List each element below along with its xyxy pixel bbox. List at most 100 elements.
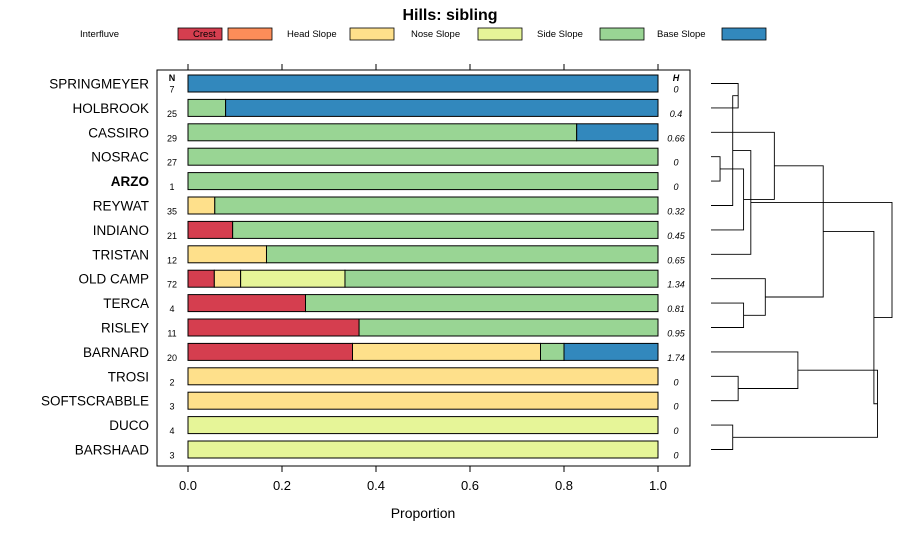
bar-segment-barshaad-nose-slope [187,440,659,459]
dendrogram-link [750,201,893,319]
bar-segment-reywat-head-slope [187,196,216,215]
h-value-cassiro: 0.66 [667,133,685,143]
x-axis: 0.0 0.2 0.4 0.6 0.8 1.0 [179,64,667,493]
n-value-arzo: 1 [169,182,174,192]
legend-swatch-base-slope [721,27,767,41]
bar-segment-trosi-head-slope [187,367,659,386]
h-value-terca: 0.81 [667,304,685,314]
bar-segment-terca-interfluve [187,294,306,313]
h-value-softscrabble: 0 [673,402,678,412]
bar-segment-arzo-side-slope [187,172,659,191]
n-value-springmeyer: 7 [169,85,174,95]
legend-label-base-slope: Base Slope [657,29,706,40]
row-label-springmeyer: SPRINGMEYER [49,77,149,92]
x-tick-label: 1.0 [649,478,667,493]
row-label-nosrac: NOSRAC [91,150,149,165]
n-value-barshaad: 3 [169,451,174,461]
bar-segment-old-camp-interfluve [187,269,215,288]
n-value-holbrook: 25 [167,109,177,119]
legend-label-head-slope: Head Slope [287,29,337,40]
n-value-barnard: 20 [167,353,177,363]
row-label-old-camp: OLD CAMP [78,272,149,287]
h-value-duco: 0 [673,426,678,436]
n-value-old-camp: 72 [167,280,177,290]
row-label-terca: TERCA [103,296,149,311]
bar-segment-tristan-head-slope [187,245,267,264]
row-label-holbrook: HOLBROOK [72,101,149,116]
dendrogram-link [711,302,745,328]
bar-segment-barnard-interfluve [187,342,353,361]
dendrogram-link [711,131,775,200]
bar-segment-barnard-head-slope [352,342,541,361]
plot-frame [156,69,691,467]
bar-segment-softscrabble-head-slope [187,391,659,410]
row-label-risley: RISLEY [101,321,149,336]
legend-swatch-crest [227,27,273,41]
bar-segment-cassiro-side-slope [187,123,578,142]
row-label-tristan: TRISTAN [92,247,149,262]
n-column-header: N [169,73,176,83]
n-value-terca: 4 [169,304,174,314]
n-value-tristan: 12 [167,255,177,265]
bar-segment-risley-side-slope [358,318,659,337]
dendrogram-link [711,375,739,402]
dendrogram [711,83,893,450]
row-label-trosi: TROSI [108,369,149,384]
x-tick-label: 0.0 [179,478,197,493]
legend: Interfluve Crest Head Slope Nose Slope Side … [80,27,767,41]
row-label-barnard: BARNARD [83,345,149,360]
dendrogram-link [823,230,878,405]
h-value-nosrac: 0 [673,158,678,168]
dendrogram-link [711,168,745,231]
legend-label-nose-slope: Nose Slope [411,29,460,40]
bar-segment-indiano-interfluve [187,220,234,239]
bar-segment-springmeyer-base-slope [187,74,659,93]
h-value-old-camp: 1.34 [667,280,685,290]
bar-segment-old-camp-head-slope [213,269,242,288]
n-value-duco: 4 [169,426,174,436]
bar-segment-reywat-side-slope [214,196,659,215]
dendrogram-link [711,156,721,182]
bar-segment-old-camp-side-slope [344,269,659,288]
bars [187,74,659,459]
h-value-holbrook: 0.4 [670,109,683,119]
h-value-trosi: 0 [673,377,678,387]
x-axis-label: Proportion [391,505,456,521]
x-tick-label: 0.4 [367,478,385,493]
h-value-barshaad: 0 [673,451,678,461]
row-label-arzo: ARZO [111,174,149,189]
dendrogram-link [732,369,878,438]
bar-segment-risley-interfluve [187,318,360,337]
row-label-reywat: REYWAT [93,199,149,214]
x-tick-label: 0.8 [555,478,573,493]
bar-segment-cassiro-base-slope [576,123,659,142]
bar-segment-old-camp-nose-slope [240,269,346,288]
bar-segment-tristan-side-slope [265,245,659,264]
x-tick-label: 0.2 [273,478,291,493]
bar-segment-holbrook-base-slope [225,98,659,117]
row-label-barshaad: BARSHAAD [75,443,150,458]
h-value-arzo: 0 [673,182,678,192]
n-value-cassiro: 29 [167,133,177,143]
h-value-tristan: 0.65 [667,255,686,265]
bar-segment-holbrook-side-slope [187,98,227,117]
legend-swatch-interfluve [177,27,223,41]
h-value-reywat: 0.32 [667,207,685,217]
bar-segment-nosrac-side-slope [187,147,659,166]
h-column-header: H [673,73,680,83]
legend-swatch-side-slope [599,27,645,41]
n-value-trosi: 2 [169,377,174,387]
h-value-risley: 0.95 [667,329,686,339]
x-tick-label: 0.6 [461,478,479,493]
bar-segment-terca-side-slope [305,294,659,313]
dendrogram-link [711,351,799,389]
row-label-indiano: INDIANO [93,223,149,238]
row-label-cassiro: CASSIRO [88,125,149,140]
h-value-barnard: 1.74 [667,353,685,363]
n-value-indiano: 21 [167,231,177,241]
legend-swatch-nose-slope [477,27,523,41]
h-value-springmeyer: 0 [673,85,678,95]
legend-label-side-slope: Side Slope [537,29,583,40]
row-label-softscrabble: SOFTSCRABBLE [41,394,149,409]
